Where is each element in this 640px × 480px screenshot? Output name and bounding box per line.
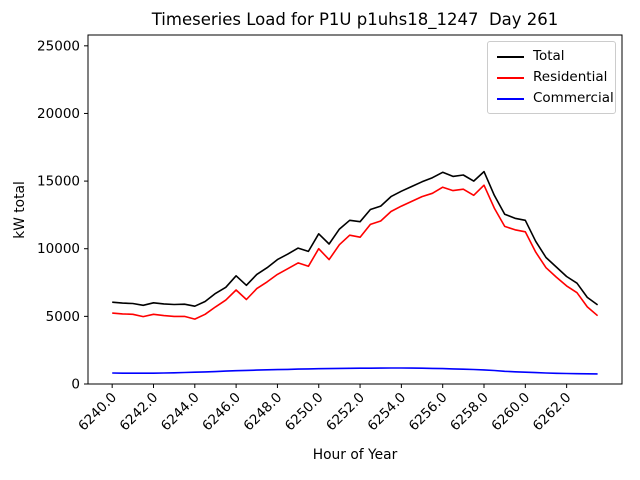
chart-title: Timeseries Load for P1U p1uhs18_1247 Day… [151, 10, 559, 29]
y-tick-label: 20000 [37, 106, 80, 122]
x-axis-label: Hour of Year [312, 447, 398, 463]
x-tick-label: 6240.0 [75, 390, 120, 435]
y-tick-label: 25000 [37, 38, 80, 54]
legend-label-total: Total [533, 48, 565, 64]
legend-item-commercial: Commercial [497, 91, 614, 106]
legend-label-residential: Residential [533, 69, 608, 85]
series-commercial-line [112, 367, 598, 375]
y-tick-label: 5000 [46, 309, 80, 325]
legend-item-total: Total [497, 49, 606, 64]
y-tick-label: 0 [71, 377, 80, 393]
legend-swatch-residential [497, 76, 524, 79]
x-tick-label: 6252.0 [323, 390, 368, 435]
x-tick-label: 6248.0 [241, 390, 286, 435]
x-tick-label: 6250.0 [282, 390, 327, 435]
axes-frame [87, 34, 623, 385]
y-tick-label: 15000 [37, 174, 80, 190]
legend-swatch-commercial [497, 97, 524, 100]
x-tick-label: 6258.0 [447, 390, 492, 435]
x-tick-label: 6262.0 [530, 390, 575, 435]
series-total-line [112, 170, 599, 308]
legend-label-commercial: Commercial [533, 90, 614, 106]
x-tick-label: 6244.0 [158, 390, 203, 435]
x-tick-label: 6242.0 [117, 390, 162, 435]
x-tick-label: 6260.0 [488, 390, 533, 435]
x-tick-label: 6256.0 [406, 390, 451, 435]
y-tick-label: 10000 [37, 241, 80, 257]
x-tick-label: 6254.0 [364, 390, 409, 435]
x-tick-label: 6246.0 [199, 390, 244, 435]
legend-item-residential: Residential [497, 69, 608, 85]
legend: Total Residential Commercial [487, 41, 616, 114]
legend-swatch-total [497, 55, 524, 58]
series-residential-line [112, 184, 599, 320]
